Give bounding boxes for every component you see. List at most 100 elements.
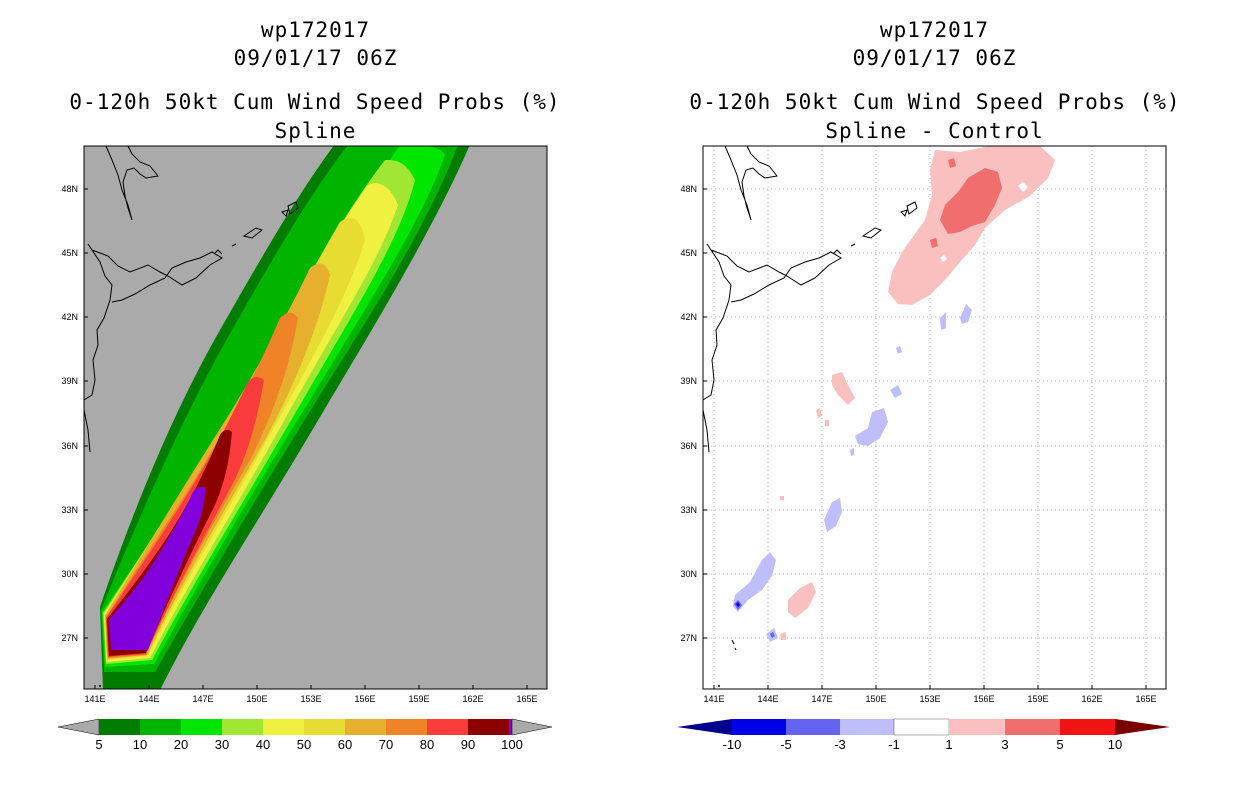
left-ytick-33N: 33N [61, 505, 78, 515]
right-panel: 48N 45N 42N 39N 36N 33N 30N 27N 141E 144… [677, 145, 1170, 752]
right-date: 09/01/17 06Z [852, 46, 1017, 70]
right-y-axis: 48N 45N 42N 39N 36N 33N 30N 27N [680, 184, 707, 643]
left-ytick-36N: 36N [61, 441, 78, 451]
left-date: 09/01/17 06Z [233, 46, 398, 70]
right-cb-label-m5: -5 [780, 737, 792, 752]
right-ytick-42N: 42N [680, 312, 697, 322]
left-cb-label-90: 90 [461, 737, 475, 752]
right-cb-arrow-high [1115, 719, 1170, 735]
diff-negative-1 [940, 312, 946, 330]
left-cb-20-30 [181, 719, 222, 735]
left-y-axis: 48N 45N 42N 39N 36N 33N 30N 27N [61, 184, 88, 643]
right-cb-m3-m1 [840, 719, 894, 735]
right-cb-3-5 [1005, 719, 1060, 735]
left-ytick-27N: 27N [61, 633, 78, 643]
left-cb-arrow-high [511, 718, 553, 736]
right-ytick-33N: 33N [680, 505, 697, 515]
left-x-axis: 141E 144E 147E 150E 153E 156E 159E 162E … [84, 685, 538, 704]
right-subtitle: Spline - Control [825, 119, 1044, 143]
left-xtick-141E: 141E [84, 694, 105, 704]
left-cb-100 [509, 719, 512, 735]
left-cb-label-10: 10 [133, 737, 147, 752]
left-xtick-162E: 162E [462, 694, 483, 704]
right-ytick-36N: 36N [680, 441, 697, 451]
left-xtick-165E: 165E [516, 694, 537, 704]
right-cb-arrow-low [677, 719, 732, 735]
diff-negative-9 [850, 448, 854, 456]
diff-positive-core2 [930, 238, 938, 248]
left-cb-30-40 [222, 719, 263, 735]
left-plot-frame [83, 145, 548, 690]
right-ytick-30N: 30N [680, 569, 697, 579]
right-xtick-150E: 150E [865, 694, 886, 704]
right-x-axis: 141E 144E 147E 150E 153E 156E 159E 162E … [703, 685, 1157, 704]
left-contours [84, 146, 470, 689]
diff-negative-3 [855, 408, 888, 446]
diff-positive-small3 [816, 408, 822, 418]
right-xtick-159E: 159E [1027, 694, 1048, 704]
right-contours [703, 146, 1055, 687]
left-cb-label-50: 50 [297, 737, 311, 752]
left-cb-label-20: 20 [174, 737, 188, 752]
right-cb-label-3: 3 [1001, 737, 1008, 752]
right-storm-id: wp172017 [879, 18, 990, 42]
right-ytick-39N: 39N [680, 376, 697, 386]
left-xtick-153E: 153E [300, 694, 321, 704]
left-xtick-147E: 147E [192, 694, 213, 704]
left-cb-label-40: 40 [256, 737, 270, 752]
right-colorbar: -10 -5 -3 -1 1 3 5 10 [677, 718, 1170, 752]
right-cb-1-3 [949, 719, 1005, 735]
right-grid [703, 146, 1166, 689]
diff-negative-7 [896, 346, 902, 354]
diff-positive-small1 [832, 372, 855, 405]
left-coastlines [84, 146, 299, 453]
right-xtick-165E: 165E [1135, 694, 1156, 704]
left-cb-label-100: 100 [501, 737, 523, 752]
right-plot-frame [702, 145, 1167, 690]
diff-positive-small4 [780, 632, 786, 640]
right-cb-m10-m5 [732, 719, 786, 735]
left-cb-60-70 [345, 719, 386, 735]
left-cb-5-10 [99, 719, 140, 735]
right-coastlines [703, 146, 918, 651]
left-cb-50-60 [304, 719, 345, 735]
right-ytick-45N: 45N [680, 248, 697, 258]
left-xtick-150E: 150E [246, 694, 267, 704]
left-cb-90-100 [468, 719, 509, 735]
left-colorbar: 5 10 20 30 40 50 60 70 80 90 100 [57, 718, 553, 752]
left-cb-80-90 [427, 719, 468, 735]
right-cb-label-5: 5 [1056, 737, 1063, 752]
right-xtick-147E: 147E [811, 694, 832, 704]
right-cb-label-m3: -3 [834, 737, 846, 752]
left-storm-id: wp172017 [260, 18, 371, 42]
left-cb-label-80: 80 [420, 737, 434, 752]
right-xtick-156E: 156E [973, 694, 994, 704]
left-cb-arrow-low [57, 718, 100, 736]
diff-positive-small6 [780, 496, 784, 500]
right-cb-label-m1: -1 [888, 737, 900, 752]
right-xtick-153E: 153E [919, 694, 940, 704]
left-xtick-144E: 144E [138, 694, 159, 704]
diff-positive-core [940, 168, 1002, 234]
left-ytick-30N: 30N [61, 569, 78, 579]
right-xtick-144E: 144E [757, 694, 778, 704]
left-panel: 48N 45N 42N 39N 36N 33N 30N 27N 141E 144… [57, 145, 553, 752]
left-xtick-159E: 159E [408, 694, 429, 704]
left-cb-label-70: 70 [379, 737, 393, 752]
left-cb-10-20 [140, 719, 181, 735]
diff-negative-5 [733, 552, 776, 612]
right-cb-label-1: 1 [945, 737, 952, 752]
right-cb-5-10 [1060, 719, 1115, 735]
diff-negative-4 [824, 498, 842, 532]
diff-negative-6 [890, 385, 902, 398]
right-xtick-141E: 141E [703, 694, 724, 704]
left-subtitle: Spline [274, 119, 357, 143]
left-cb-label-5: 5 [95, 737, 102, 752]
left-ytick-45N: 45N [61, 248, 78, 258]
left-ytick-39N: 39N [61, 376, 78, 386]
right-cb-label-10: 10 [1108, 737, 1122, 752]
diff-positive-core3 [948, 158, 956, 168]
prob-band-100 [109, 486, 205, 650]
left-xtick-156E: 156E [354, 694, 375, 704]
